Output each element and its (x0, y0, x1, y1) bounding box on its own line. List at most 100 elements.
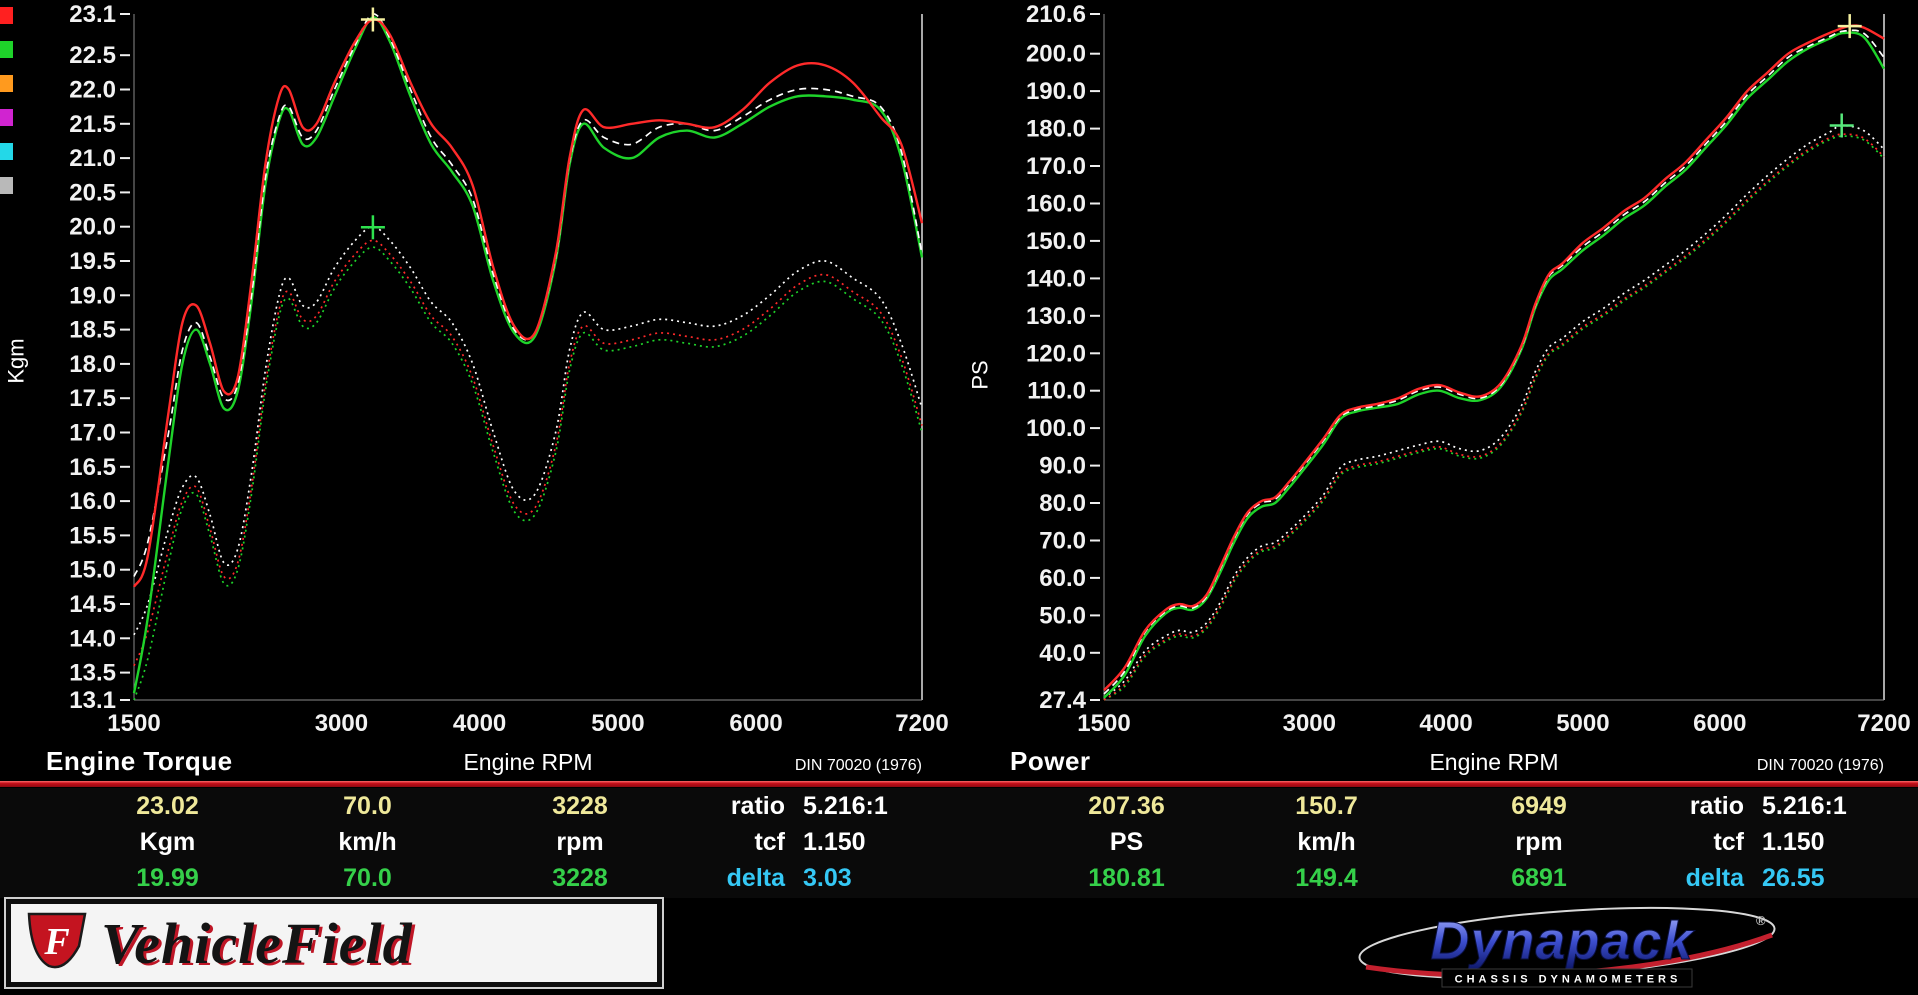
y-tick-label: 90.0 (1039, 453, 1086, 480)
power-rpm-unit: rpm (1515, 827, 1563, 856)
torque-speed-unit: km/h (338, 827, 397, 856)
y-tick-label: 17.0 (69, 420, 116, 447)
y-tick-label: 21.0 (69, 145, 116, 172)
series-green-solid (1103, 31, 1886, 699)
power-chart-title: Power (1010, 746, 1091, 776)
y-tick-label: 190.0 (1026, 78, 1086, 105)
dynapack-banner (1441, 968, 1693, 988)
power-tcf-label: tcf (1713, 827, 1744, 856)
power-run1-rpm: 6949 (1511, 791, 1567, 820)
y-tick-label: 40.0 (1039, 640, 1086, 667)
y-tick-label: 120.0 (1026, 340, 1086, 367)
torque-delta-value: 3.03 (803, 863, 852, 892)
power-run2-value: 180.81 (1088, 863, 1165, 892)
dynapack-logo-graphic: Dynapack ® CHASSIS DYNAMOMETERS (1358, 906, 1776, 988)
y-tick-label: 13.1 (69, 687, 116, 714)
x-tick-label: 4000 (453, 710, 506, 737)
y-tick-label: 210.6 (1026, 1, 1086, 28)
y-tick-label: 20.5 (69, 179, 116, 206)
series-red-dotted (133, 239, 923, 667)
x-tick-label: 6000 (1693, 710, 1746, 737)
y-tick-label: 140.0 (1026, 265, 1086, 292)
y-tick-label: 15.5 (69, 522, 116, 549)
y-tick-label: 60.0 (1039, 565, 1086, 592)
y-tick-label: 14.5 (69, 591, 116, 618)
series-green-dotted (1103, 135, 1885, 701)
torque-run1-rpm: 3228 (552, 791, 608, 820)
legend-swatch-1[interactable] (0, 7, 13, 24)
power-unit: PS (1109, 827, 1144, 856)
y-tick-label: 19.5 (69, 248, 116, 275)
x-tick-label: 7200 (895, 710, 948, 737)
series-white-dashed (1103, 29, 1885, 695)
x-tick-label: 1500 (1077, 710, 1130, 737)
dynapack-logo: Dynapack ® CHASSIS DYNAMOMETERS (1352, 901, 1792, 993)
y-tick-label: 27.4 (1039, 687, 1086, 714)
x-tick-label: 4000 (1419, 710, 1472, 737)
y-tick-label: 20.0 (69, 214, 116, 241)
x-tick-label: 3000 (315, 710, 368, 737)
y-tick-label: 100.0 (1026, 415, 1086, 442)
charts-canvas[interactable]: 13.113.5 14.0 14.5 15.0 15.5 16.0 16.5 17.0 17.5… (0, 0, 1918, 745)
y-tick-label: 150.0 (1026, 228, 1086, 255)
power-ratio-label: ratio (1689, 791, 1744, 820)
y-tick-label: 14.0 (69, 625, 116, 652)
power-y-axis-label: PS (967, 360, 993, 390)
power-x-axis-label: Engine RPM (1429, 749, 1559, 775)
legend-swatch-4[interactable] (0, 109, 13, 126)
power-readout-panel: 207.36 150.7 6949 ratio 5.216:1 PS km/h … (959, 788, 1918, 898)
x-tick-label: 1500 (107, 710, 160, 737)
run-legend (0, 7, 13, 194)
dynapack-wordmark: Dynapack (1430, 911, 1695, 971)
torque-ratio-value: 5.216:1 (803, 791, 888, 820)
y-tick-label: 70.0 (1039, 528, 1086, 555)
series-red-solid (1103, 24, 1885, 692)
y-tick-label: 16.5 (69, 454, 116, 481)
x-tick-label: 5000 (1556, 710, 1609, 737)
power-speed-unit: km/h (1297, 827, 1356, 856)
vehiclefield-logo: F VehicleField (6, 899, 662, 987)
torque-run2-rpm: 3228 (552, 863, 608, 892)
x-tick-label: 7200 (1857, 710, 1910, 737)
readout-bar: 23.02 70.0 3228 ratio 5.216:1 Kgm km/h r… (0, 788, 1918, 898)
x-tick-label: 5000 (591, 710, 644, 737)
power-run1-speed: 150.7 (1295, 791, 1358, 820)
x-tick-label: 6000 (729, 710, 782, 737)
power-run2-rpm: 6891 (1511, 863, 1567, 892)
torque-chart-title: Engine Torque (46, 746, 233, 776)
torque-run2-value: 19.99 (136, 863, 199, 892)
y-tick-label: 23.1 (69, 1, 116, 28)
power-delta-label: delta (1685, 863, 1744, 892)
torque-readout-panel: 23.02 70.0 3228 ratio 5.216:1 Kgm km/h r… (0, 788, 959, 898)
torque-rpm-unit: rpm (556, 827, 604, 856)
y-tick-label: 160.0 (1026, 191, 1086, 218)
y-tick-label: 13.5 (69, 660, 116, 687)
power-run1-value: 207.36 (1088, 791, 1165, 820)
vehiclefield-shield-icon: F (27, 912, 87, 969)
torque-unit: Kgm (139, 827, 196, 856)
x-tick-label: 3000 (1283, 710, 1336, 737)
legend-swatch-6[interactable] (0, 177, 13, 194)
torque-ratio-label: ratio (730, 791, 785, 820)
y-tick-label: 16.0 (69, 488, 116, 515)
legend-swatch-3[interactable] (0, 75, 13, 92)
series-white-dashed (133, 13, 923, 577)
vehiclefield-initial: F (43, 921, 69, 963)
y-tick-label: 130.0 (1026, 303, 1086, 330)
series-red-dotted (1103, 133, 1885, 701)
y-tick-label: 50.0 (1039, 602, 1086, 629)
torque-x-axis-label: Engine RPM (463, 749, 593, 775)
y-tick-label: 200.0 (1026, 41, 1086, 68)
power-tcf-value: 1.150 (1762, 827, 1825, 856)
torque-din-standard-note: DIN 70020 (1976) (794, 757, 922, 774)
y-tick-label: 22.5 (69, 42, 116, 69)
torque-tcf-value: 1.150 (803, 827, 866, 856)
torque-y-axis-label: Kgm (3, 338, 29, 384)
y-tick-label: 15.0 (69, 557, 116, 584)
y-tick-label: 18.0 (69, 351, 116, 378)
legend-swatch-5[interactable] (0, 143, 13, 160)
legend-swatch-2[interactable] (0, 41, 13, 58)
y-tick-label: 21.5 (69, 111, 116, 138)
series-white-dotted (133, 225, 923, 636)
